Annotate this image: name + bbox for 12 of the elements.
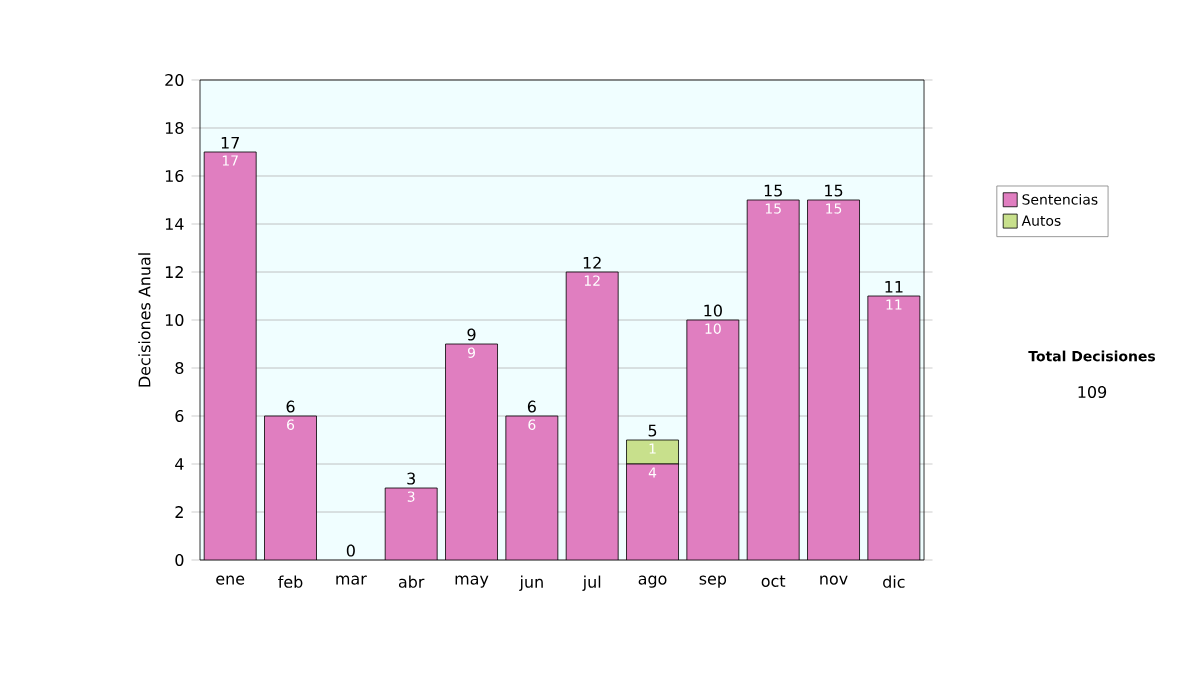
bar: [264, 416, 317, 560]
bar: [626, 439, 679, 465]
bar: [807, 199, 860, 560]
bar: [565, 271, 619, 560]
bar: [626, 463, 679, 560]
bar: [746, 199, 800, 560]
bar: [204, 151, 257, 560]
bar: [384, 487, 438, 560]
bar: [686, 319, 740, 560]
bar: [867, 295, 921, 560]
bar: [445, 343, 498, 560]
bar: [505, 415, 559, 560]
